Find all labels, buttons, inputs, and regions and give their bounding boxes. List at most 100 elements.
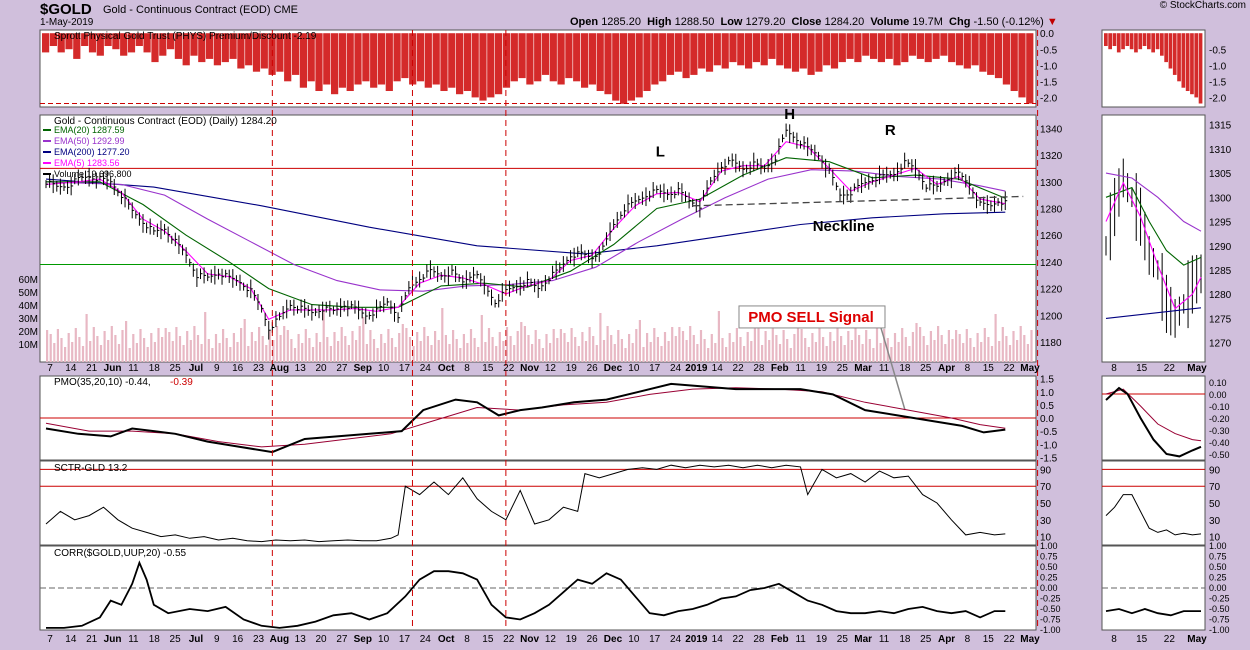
x-tick-top: 23	[253, 363, 265, 374]
mini-premium-bar	[1142, 33, 1147, 47]
x-tick-top: 18	[899, 363, 911, 374]
x-tick-bottom: 24	[420, 634, 432, 645]
volume-bar	[182, 345, 185, 362]
mini-price-ytick: 1270	[1209, 339, 1232, 350]
volume-bar	[455, 339, 458, 362]
x-tick-bottom: Sep	[354, 634, 372, 645]
volume-bar	[714, 343, 717, 362]
pmo-line	[45, 382, 1006, 454]
premium-bar	[635, 33, 643, 98]
volume-bar	[534, 330, 537, 362]
mini-premium-bar	[1129, 33, 1134, 50]
volume-bar	[351, 331, 354, 362]
premium-bar	[252, 33, 261, 72]
x-tick-top: 7	[47, 363, 53, 374]
premium-bar	[760, 33, 768, 66]
x-tick-top: Oct	[438, 363, 455, 374]
premium-bar	[541, 33, 550, 75]
premium-bar	[807, 33, 815, 75]
volume-bar	[983, 328, 986, 362]
x-tick-bottom: 17	[649, 634, 661, 645]
mini-x-tick-bottom: May	[1187, 634, 1207, 645]
premium-bar	[112, 33, 120, 50]
premium-bar	[229, 33, 237, 59]
volume-bar	[538, 339, 541, 362]
x-tick-top: Jul	[189, 363, 204, 374]
volume-bar	[164, 328, 167, 362]
volume-bar	[646, 333, 649, 362]
mini-corr-ytick: -1.00	[1209, 625, 1230, 635]
x-tick-top: 13	[295, 363, 307, 374]
volume-bar	[556, 338, 559, 362]
volume-bar	[969, 338, 972, 362]
volume-bar	[204, 312, 207, 362]
x-tick-bottom: 26	[587, 634, 599, 645]
pmo-ytick: 1.0	[1040, 388, 1054, 399]
mini-panel-sctr	[1101, 460, 1206, 546]
annotation-pointer	[880, 327, 906, 411]
corr-ytick: -0.75	[1040, 615, 1061, 625]
volume-bar	[865, 330, 868, 362]
volume-bar	[800, 329, 803, 362]
volume-bar	[146, 347, 149, 362]
volume-bar	[135, 343, 138, 362]
volume-bar	[99, 345, 103, 362]
volume-bar	[649, 342, 652, 362]
volume-bar	[265, 345, 268, 362]
close-label: Close	[791, 16, 822, 28]
volume-bar	[498, 332, 501, 362]
premium-bar	[1002, 33, 1010, 85]
corr-ytick: 0.00	[1040, 583, 1058, 593]
volume-bar	[710, 334, 713, 362]
volume-bar	[563, 333, 566, 362]
x-tick-top: 14	[712, 363, 724, 374]
premium-bar	[456, 33, 464, 95]
volume-bar	[222, 329, 225, 362]
volume-bar	[157, 328, 160, 362]
close-value: 1284.20	[824, 16, 865, 28]
premium-bar	[167, 33, 175, 50]
premium-bar	[565, 33, 573, 79]
x-tick-bottom: 11	[128, 634, 139, 645]
mini-corr-line	[1105, 608, 1201, 617]
volume-bar	[811, 333, 814, 362]
ema50-line	[45, 169, 1006, 292]
volume-bar	[908, 346, 911, 362]
volume-bar	[757, 318, 760, 362]
volume-bar	[56, 329, 59, 362]
volume-bar	[1012, 331, 1015, 362]
volume-bar	[444, 335, 447, 362]
volume-bar	[933, 340, 936, 362]
volume-bar	[311, 347, 315, 362]
volume-bar	[990, 346, 994, 362]
volume-bar	[739, 337, 742, 362]
volume-bar	[807, 347, 810, 362]
volume-bar	[376, 348, 379, 362]
volume-bar	[771, 326, 774, 362]
x-tick-top: 24	[670, 363, 682, 374]
volume-bar	[117, 344, 121, 362]
mini-sctr-ytick: 30	[1209, 516, 1221, 527]
volume-bar	[150, 333, 153, 362]
premium-bar	[627, 33, 635, 101]
low-label: Low	[720, 16, 743, 28]
mini-ema20-line	[1105, 186, 1202, 266]
volume-bar	[642, 347, 645, 362]
premium-bar	[518, 33, 526, 79]
ticker-name: Gold - Continuous Contract (EOD) CME	[103, 4, 298, 16]
x-tick-bottom: 8	[464, 634, 470, 645]
volume-bar	[955, 330, 958, 362]
premium-bar	[245, 33, 253, 66]
premium-bar	[924, 33, 932, 63]
volume-bar	[638, 320, 641, 362]
volume-bar	[868, 339, 871, 362]
mini-price-ytick: 1300	[1209, 193, 1232, 204]
premium-bar	[221, 33, 229, 63]
price-label: Gold - Continuous Contract (EOD) (Daily)…	[54, 116, 277, 127]
x-tick-top: Sep	[354, 363, 372, 374]
volume-bar	[419, 341, 422, 362]
mini-pmo-ytick: -0.50	[1209, 450, 1230, 460]
mini-premium-bar	[1177, 33, 1181, 82]
volume-bar	[814, 342, 817, 362]
volume-bar	[919, 327, 922, 362]
